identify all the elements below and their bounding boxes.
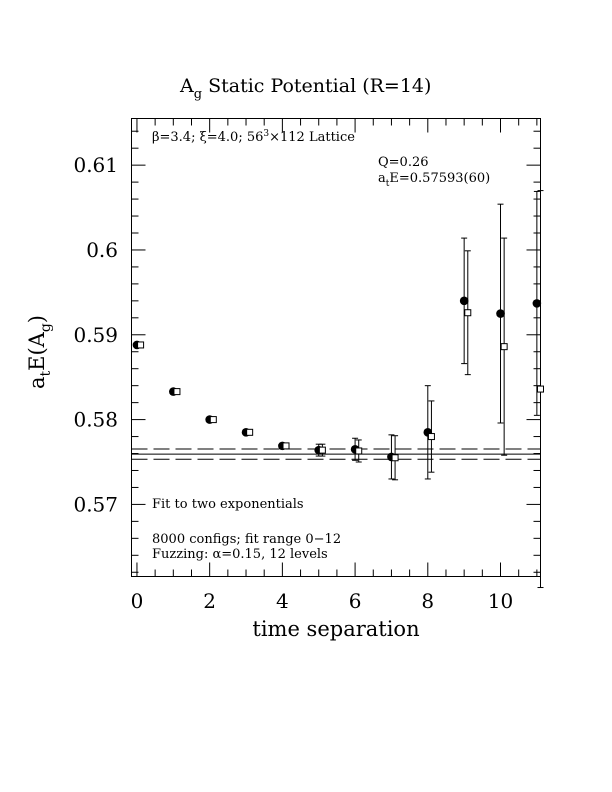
data-point-square <box>137 341 145 349</box>
configs-annotation: 8000 configs; fit range 0−12 <box>152 532 341 547</box>
data-point-square <box>318 446 326 454</box>
y-tick-label: 0.58 <box>73 408 118 432</box>
x-tick-label: 6 <box>349 589 362 613</box>
data-point-square <box>464 309 472 317</box>
data-point-circle <box>532 299 542 308</box>
chart-title: Ag Static Potential (R=14) <box>179 75 431 102</box>
fit-band <box>131 448 541 460</box>
q-annotation: Q=0.26 <box>378 155 429 170</box>
data-point-square <box>355 447 363 455</box>
data-point-square <box>500 343 508 351</box>
data-point-circle <box>496 309 505 318</box>
y-tick-labels: 0.57 0.58 0.59 0.6 0.61 <box>73 153 118 516</box>
data-point-square <box>537 385 544 393</box>
data-point-square <box>173 388 181 396</box>
y-tick-label: 0.57 <box>73 492 118 516</box>
data-point-square <box>427 433 435 441</box>
energy-annotation: atE=0.57593(60) <box>378 171 490 189</box>
x-tick-label: 10 <box>488 589 513 613</box>
data-point-circle <box>459 296 469 306</box>
x-tick-label: 8 <box>421 589 434 613</box>
data-point-square <box>391 454 399 462</box>
y-tick-label: 0.6 <box>86 238 118 262</box>
x-tick-label: 2 <box>203 589 216 613</box>
fuzzing-annotation: Fuzzing: α=0.15, 12 levels <box>152 547 328 562</box>
x-tick-label: 4 <box>276 589 289 613</box>
lattice-annotation: β=3.4; ξ=4.0; 563×112 Lattice <box>152 129 355 145</box>
x-tick-label: 0 <box>131 589 144 613</box>
data-point-square <box>209 416 217 424</box>
y-tick-label: 0.61 <box>73 153 118 177</box>
data-point-square <box>282 442 290 450</box>
data-point-square <box>246 428 254 436</box>
y-tick-label: 0.59 <box>73 323 118 347</box>
x-tick-labels: 0 2 4 6 8 10 <box>131 589 514 613</box>
series-filled-circles <box>132 190 542 480</box>
fit-label: Fit to two exponentials <box>152 497 304 512</box>
y-axis-label: atE(Ag) <box>25 315 54 389</box>
axis-ticks <box>131 118 541 577</box>
series-open-squares <box>137 190 544 589</box>
x-axis-label: time separation <box>252 617 419 641</box>
